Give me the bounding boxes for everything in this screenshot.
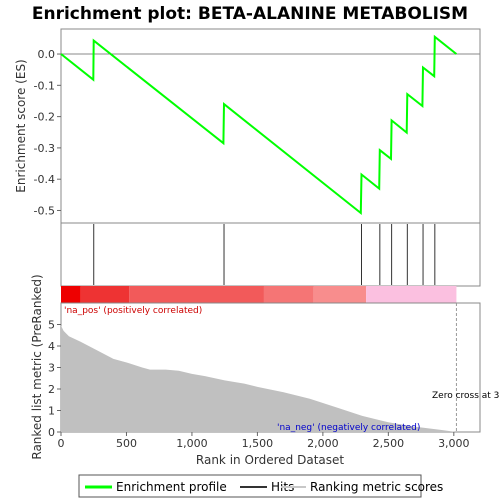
es-y-tick-label-2: -0.2	[34, 111, 55, 124]
ranked-y-tick-label-5: 5	[48, 319, 55, 332]
ranked-y-axis: 0 1 2 3 4 5	[48, 319, 61, 439]
color-bar-segment-0	[61, 286, 81, 303]
hits-panel	[60, 222, 481, 287]
ranked-y-tick-label-0: 0	[48, 426, 55, 439]
x-tick-label-1: 500	[116, 437, 137, 450]
ranked-metric-panel: 'na_pos' (positively correlated) 'na_neg…	[30, 274, 499, 459]
es-y-axis-label: Enrichment score (ES)	[14, 59, 28, 192]
es-y-axis: 0.0 -0.1 -0.2 -0.3 -0.4 -0.5	[34, 48, 61, 217]
color-bar-segment-4	[313, 286, 367, 303]
x-tick-label-0: 0	[58, 437, 65, 450]
hits-panel-frame	[60, 222, 481, 287]
legend: Enrichment profile Hits Ranking metric s…	[78, 474, 443, 498]
x-tick-label-2: 1,000	[176, 437, 208, 450]
chart-title: Enrichment plot: BETA-ALANINE METABOLISM	[32, 4, 468, 24]
color-bar-segment-3	[263, 286, 314, 303]
es-y-tick-label-1: -0.1	[34, 79, 55, 92]
ranking-color-bar	[61, 286, 457, 303]
legend-label-enrichment-profile: Enrichment profile	[116, 480, 227, 494]
x-tick-label-3: 1,500	[242, 437, 274, 450]
enrichment-panel-frame	[60, 28, 481, 224]
ranked-y-tick-label-2: 2	[48, 383, 55, 396]
negative-correlated-label: 'na_neg' (negatively correlated)	[277, 423, 420, 433]
es-y-tick-label-4: -0.4	[34, 173, 55, 186]
ranked-y-tick-label-4: 4	[48, 340, 55, 353]
zero-cross-label: Zero cross at 3	[432, 391, 499, 401]
legend-label-ranking-metric: Ranking metric scores	[310, 480, 443, 494]
color-bar-segment-2	[129, 286, 264, 303]
color-bar-segment-1	[80, 286, 130, 303]
es-y-tick-label-0: 0.0	[38, 48, 56, 61]
positive-correlated-label: 'na_pos' (positively correlated)	[64, 306, 202, 316]
enrichment-panel: 0.0 -0.1 -0.2 -0.3 -0.4 -0.5 Enrichment score…	[14, 28, 481, 224]
es-y-tick-label-3: -0.3	[34, 142, 55, 155]
ranked-y-tick-label-3: 3	[48, 362, 55, 375]
color-bar-segment-5	[366, 286, 457, 303]
x-axis: 0 500 1,000 1,500 2,000 2,500 3,000	[58, 432, 470, 450]
x-tick-label-4: 2,000	[307, 437, 339, 450]
x-axis-label: Rank in Ordered Dataset	[196, 453, 344, 467]
hits-marks	[93, 224, 436, 285]
ranked-y-tick-label-1: 1	[48, 405, 55, 418]
ranking-metric-area	[61, 325, 457, 432]
x-tick-label-6: 3,000	[438, 437, 470, 450]
ranked-y-axis-label: Ranked list metric (PreRanked)	[30, 274, 44, 459]
x-tick-label-5: 2,500	[373, 437, 405, 450]
es-y-tick-label-5: -0.5	[34, 204, 55, 217]
enrichment-profile-line	[60, 34, 458, 216]
